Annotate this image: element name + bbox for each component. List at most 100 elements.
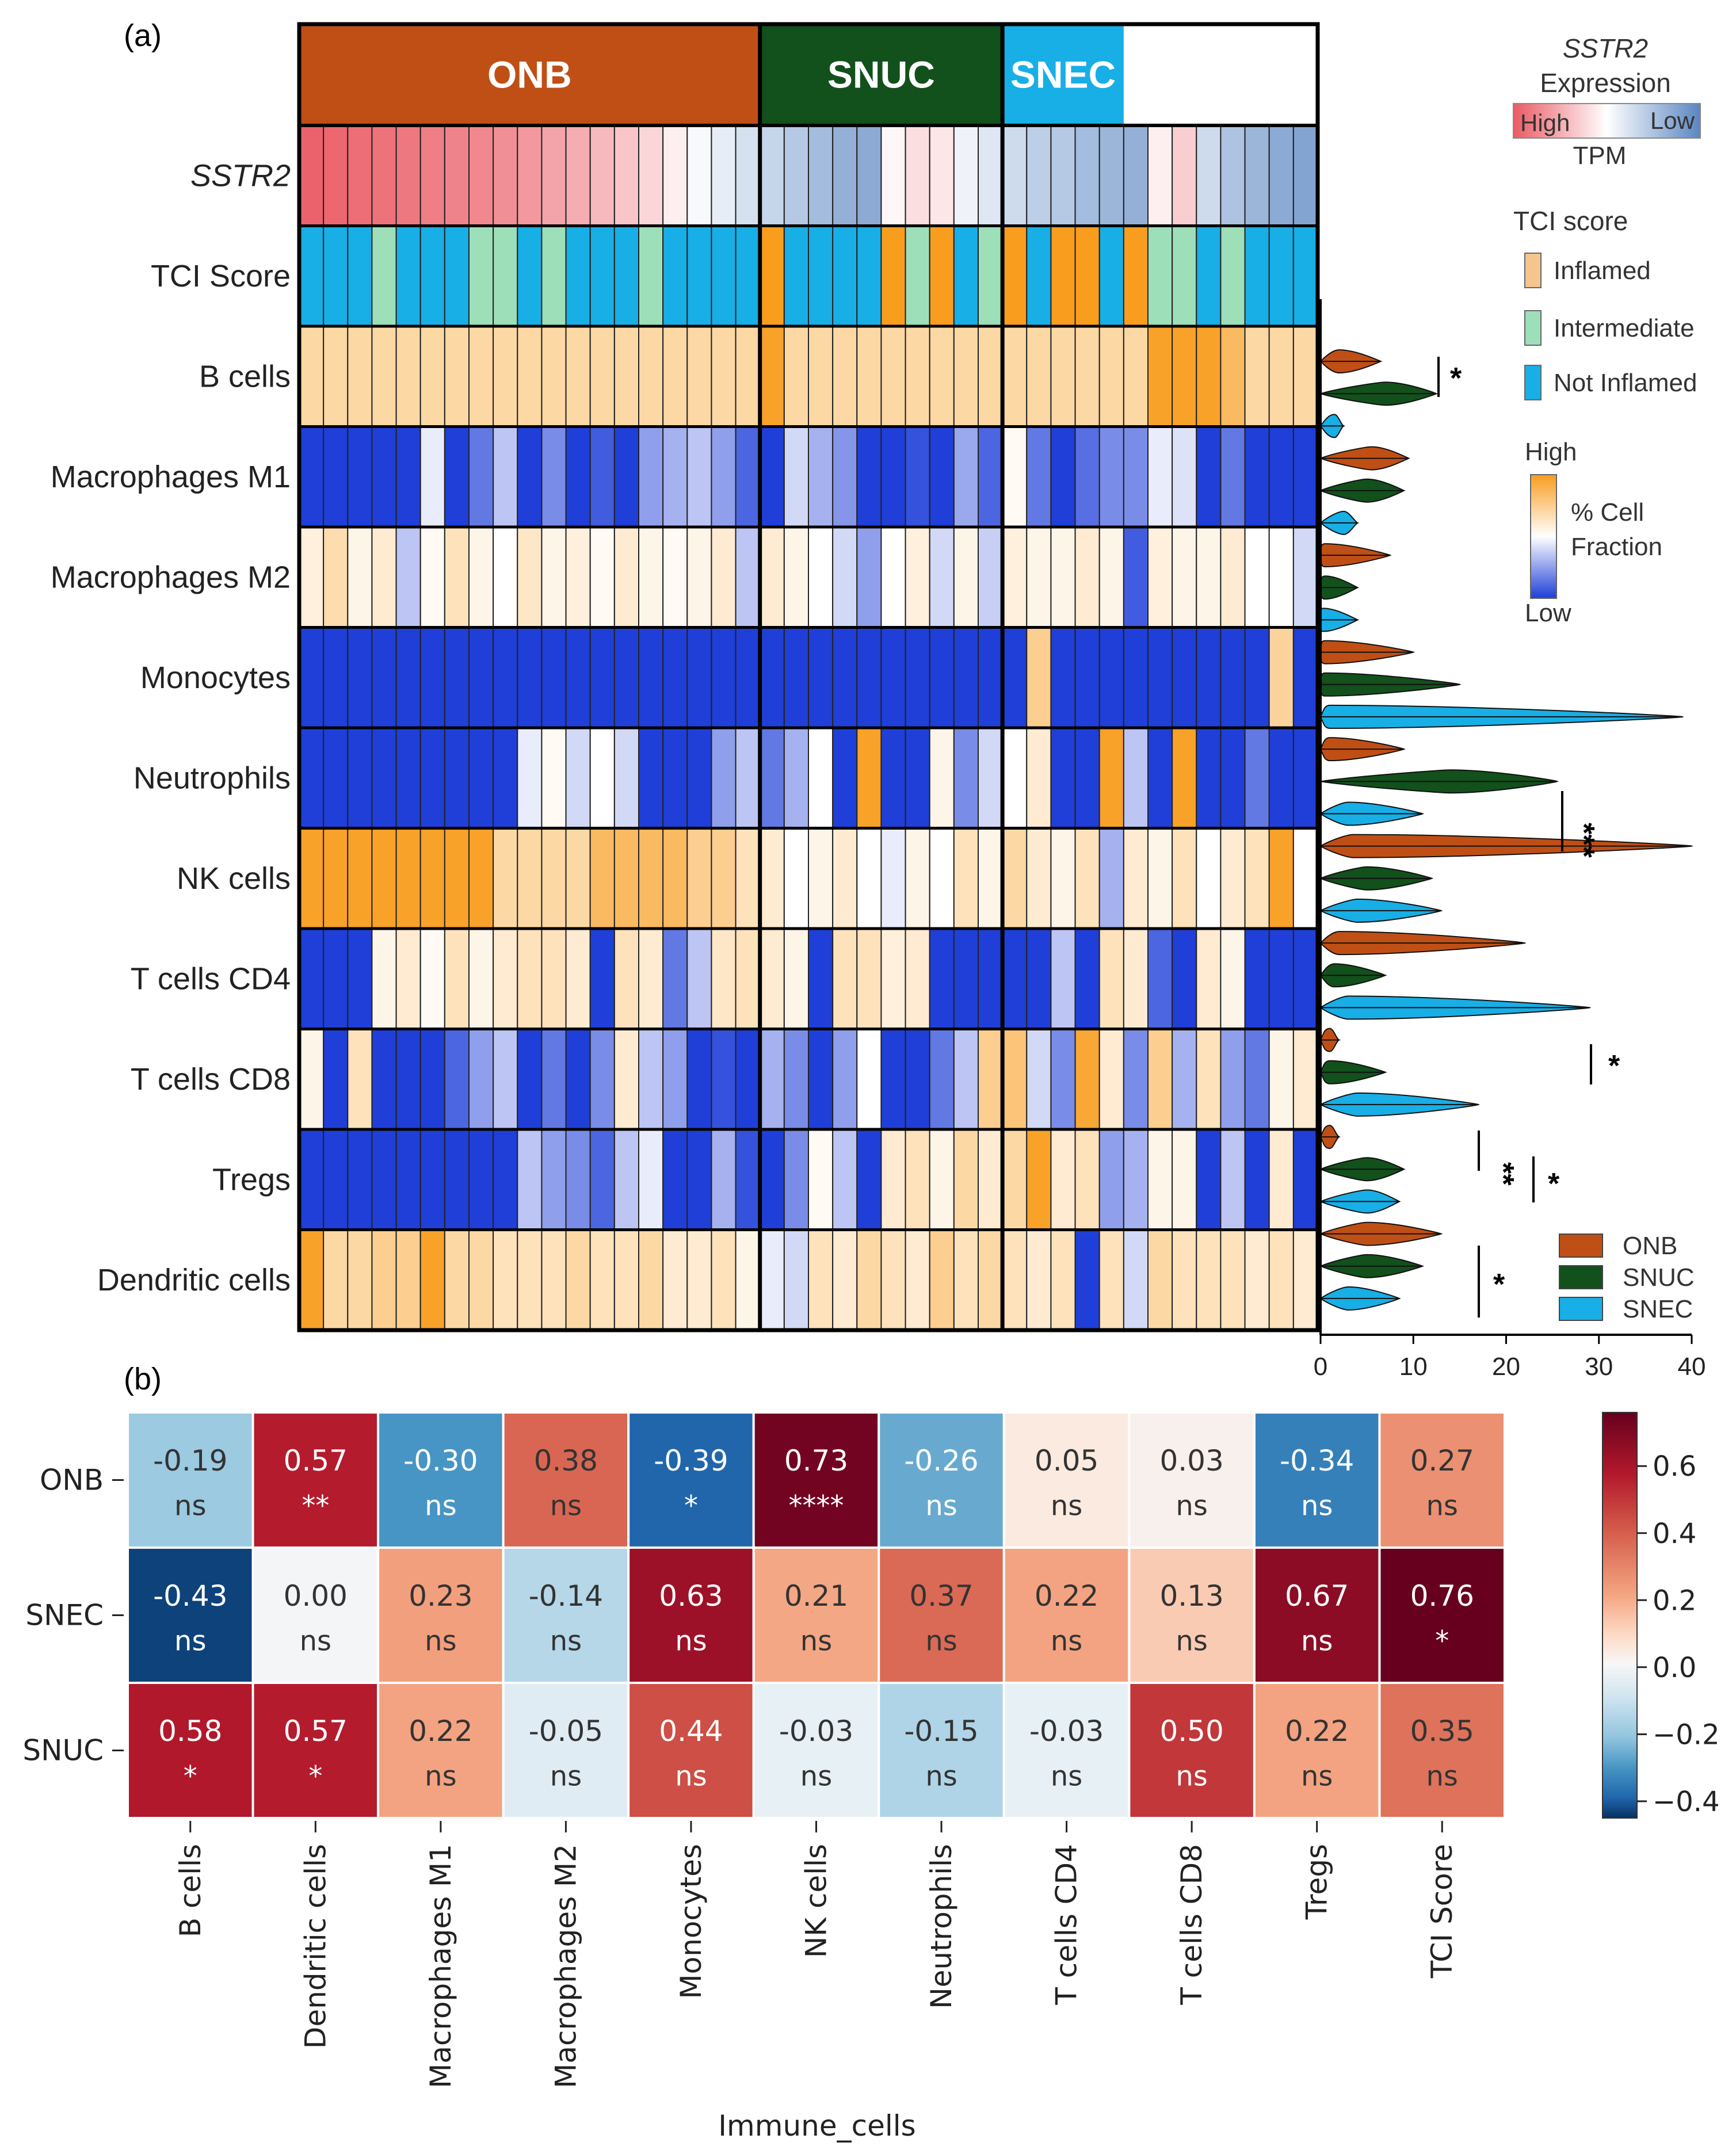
heatmap-cell xyxy=(395,928,421,1030)
heatmap-cell xyxy=(808,727,834,829)
heatmap-cell xyxy=(493,426,518,528)
heatmap-cell xyxy=(1050,526,1076,628)
heatmap-cell xyxy=(613,526,640,628)
heatmap-cell xyxy=(565,1129,591,1231)
heatmap-cell xyxy=(978,727,1004,829)
corr-col-label: Tregs xyxy=(1300,1844,1334,1920)
heatmap-cell xyxy=(856,326,882,427)
heatmap-cell xyxy=(808,526,834,628)
heatmap-cell xyxy=(371,526,397,628)
heatmap-cell xyxy=(662,526,688,628)
corr-significance: ns xyxy=(1176,1761,1207,1793)
heatmap-cell xyxy=(1123,225,1149,327)
heatmap-cell xyxy=(1123,1028,1149,1130)
heatmap-cell xyxy=(1026,727,1052,829)
heatmap-cell xyxy=(299,125,325,227)
row-label: SSTR2 xyxy=(190,158,291,193)
heatmap-cell xyxy=(347,928,373,1030)
heatmap-cell xyxy=(1244,827,1270,929)
heatmap-cell xyxy=(929,727,955,829)
heatmap-cell xyxy=(1026,928,1052,1030)
heatmap-cell xyxy=(565,125,591,227)
heatmap-cell xyxy=(711,1028,737,1130)
corr-cell xyxy=(1128,1546,1256,1684)
heatmap-cell xyxy=(541,1028,567,1130)
panel-a-heatmap: ONB SNUC SNEC xyxy=(297,22,1320,1332)
heatmap-cell xyxy=(735,827,761,929)
heatmap-cell xyxy=(419,526,445,628)
heatmap-cell xyxy=(832,125,858,227)
heatmap-cell xyxy=(1002,1229,1028,1331)
heatmap-cell xyxy=(1292,827,1319,929)
heatmap-cell xyxy=(759,526,785,628)
heatmap-cell xyxy=(1196,827,1222,929)
corr-value: 0.73 xyxy=(784,1444,848,1477)
heatmap-cell xyxy=(1292,1229,1319,1331)
heatmap-cell xyxy=(929,1129,955,1231)
corr-value: -0.26 xyxy=(904,1444,978,1477)
heatmap-cell xyxy=(1268,727,1294,829)
row-label: Macrophages M2 xyxy=(51,560,291,594)
corr-value: 0.22 xyxy=(1035,1579,1098,1613)
heatmap-cell xyxy=(832,627,858,728)
heatmap-cell xyxy=(686,326,712,427)
heatmap-cell xyxy=(783,426,810,528)
row-label: Tregs xyxy=(212,1162,291,1197)
heatmap-cell xyxy=(662,1229,688,1331)
heatmap-cell xyxy=(419,1129,445,1231)
heatmap-cell xyxy=(929,125,955,227)
heatmap-cell xyxy=(347,1028,373,1130)
heatmap-cell xyxy=(905,827,930,929)
heatmap-cell xyxy=(1220,627,1246,728)
row-label: Dendritic cells xyxy=(97,1263,291,1297)
group-header-snec xyxy=(1002,24,1124,124)
heatmap-cell xyxy=(686,426,712,528)
heatmap-cell xyxy=(711,627,737,728)
heatmap-cell xyxy=(1123,627,1149,728)
sstr2-legend: SSTR2 Expression High Low TPM xyxy=(1513,33,1701,170)
heatmap-cell xyxy=(1147,1028,1173,1130)
heatmap-cell xyxy=(541,426,567,528)
corr-cell xyxy=(1002,1411,1131,1549)
corr-value: 0.38 xyxy=(534,1444,598,1477)
heatmap-cell xyxy=(541,326,567,427)
heatmap-cell xyxy=(541,727,567,829)
corr-significance: * xyxy=(1435,1625,1449,1658)
heatmap-cell xyxy=(613,1129,640,1231)
heatmap-cell xyxy=(783,1028,810,1130)
heatmap-cell xyxy=(856,827,882,929)
heatmap-cell xyxy=(613,225,640,327)
heatmap-cell xyxy=(953,125,979,227)
heatmap-cell xyxy=(517,526,543,628)
corr-significance: ns xyxy=(1301,1761,1333,1793)
violin-x-tick-label: 40 xyxy=(1678,1353,1706,1381)
heatmap-cell xyxy=(759,125,785,227)
heatmap-cell xyxy=(905,125,930,227)
heatmap-cell xyxy=(419,326,445,427)
heatmap-cell xyxy=(1123,125,1149,227)
heatmap-cell xyxy=(419,125,445,227)
heatmap-cell xyxy=(759,827,785,929)
colorbar-tick-label: 0.6 xyxy=(1653,1450,1696,1483)
sstr2-legend-title: SSTR2 xyxy=(1563,33,1648,63)
heatmap-cell xyxy=(1074,426,1100,528)
corr-col-label: T cells CD4 xyxy=(1050,1844,1083,2006)
heatmap-cell xyxy=(735,928,761,1030)
frac-gradient-bar xyxy=(1530,474,1557,599)
heatmap-cell xyxy=(686,1129,712,1231)
heatmap-cell xyxy=(880,125,906,227)
heatmap-cell xyxy=(1196,1229,1222,1331)
heatmap-cell xyxy=(759,1229,785,1331)
corr-significance: ns xyxy=(174,1625,206,1658)
corr-value: 0.57 xyxy=(284,1714,348,1748)
heatmap-cell xyxy=(1244,1129,1270,1231)
row-label: Macrophages M1 xyxy=(51,460,291,494)
heatmap-cell xyxy=(1196,225,1222,327)
corr-significance: ns xyxy=(1301,1490,1333,1522)
row-label: NK cells xyxy=(177,861,291,896)
heatmap-cell xyxy=(1268,928,1294,1030)
heatmap-cell xyxy=(419,928,445,1030)
heatmap-cell xyxy=(1268,225,1294,327)
sstr2-legend-low: Low xyxy=(1650,107,1695,134)
corr-cell xyxy=(127,1411,254,1549)
